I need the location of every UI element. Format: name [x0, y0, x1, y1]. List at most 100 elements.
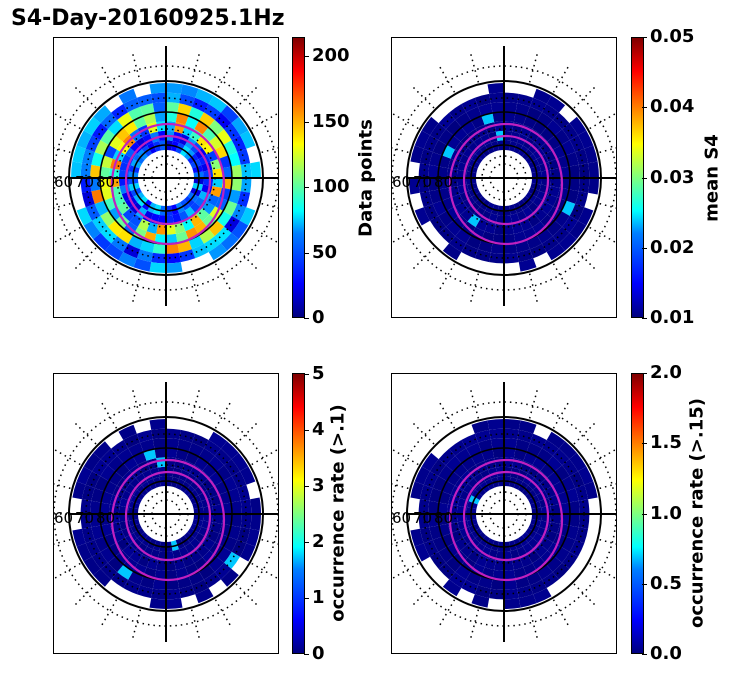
heatmap-cell	[445, 119, 462, 136]
heatmap-cell	[437, 514, 449, 526]
heatmap-cell	[231, 203, 247, 221]
meridian-line	[54, 202, 71, 209]
heatmap-cell	[149, 598, 166, 610]
heatmap-cell	[81, 527, 95, 544]
heatmap-cell	[578, 130, 594, 149]
heatmap-cell	[189, 464, 203, 478]
heatmap-cell	[504, 121, 514, 132]
heatmap-cell	[566, 488, 579, 503]
heatmap-cell	[117, 228, 133, 244]
heatmap-cell	[182, 218, 195, 232]
heatmap-cell	[520, 218, 533, 232]
heatmap-cell	[196, 208, 210, 222]
heatmap-cell	[480, 133, 492, 146]
heatmap-cell	[532, 456, 547, 471]
heatmap-cell	[512, 222, 524, 234]
meridian-line	[528, 54, 538, 83]
heatmap-cell	[194, 532, 207, 545]
heatmap-cell	[475, 218, 488, 232]
heatmap-cell	[203, 440, 221, 456]
heatmap-cell	[83, 220, 101, 240]
heatmap-cell	[504, 438, 518, 449]
heatmap-cell	[136, 585, 153, 599]
heatmap-cell	[152, 579, 166, 590]
colorbar-tick: 4	[304, 419, 325, 440]
heatmap-cell	[537, 112, 553, 128]
heatmap-cell	[199, 448, 215, 464]
meridian-line	[573, 583, 596, 606]
meridian-line	[470, 609, 480, 638]
heatmap-cell	[430, 551, 446, 569]
heatmap-cell	[492, 447, 504, 459]
heatmap-cell	[512, 558, 524, 570]
auroral-oval-outer	[110, 458, 226, 582]
heatmap-cell	[473, 473, 486, 486]
heatmap-cell	[569, 539, 585, 557]
latitude-label: 80	[96, 509, 115, 527]
heatmap-cell	[534, 544, 548, 558]
heatmap-cell	[494, 224, 504, 235]
heatmap-cell	[474, 249, 491, 263]
heatmap-cell	[100, 547, 116, 563]
heatmap-cell	[414, 207, 430, 226]
heatmap-cell	[438, 562, 456, 580]
meridian-line	[470, 390, 480, 419]
colorbar-tick: 0.0	[642, 643, 682, 664]
heatmap-cell	[540, 141, 554, 155]
heatmap-cell	[196, 470, 210, 484]
colorbar-tick: 3	[304, 475, 325, 496]
heatmap-cell	[463, 483, 476, 496]
heatmap-cell	[231, 452, 249, 472]
heatmap-cell	[554, 547, 570, 563]
heatmap-cell	[445, 220, 462, 237]
heatmap-cell	[179, 585, 196, 599]
latitude-label: 70	[413, 509, 432, 527]
heatmap-cell	[471, 594, 490, 608]
heatmap-cell	[461, 120, 476, 135]
heatmap-cell	[250, 161, 262, 178]
heatmap-cell	[140, 240, 155, 253]
heatmap-cell	[70, 161, 82, 178]
heatmap-cell	[116, 537, 130, 551]
meridian-line	[54, 113, 81, 130]
heatmap-cell	[118, 88, 137, 104]
meridian-line	[54, 538, 71, 545]
heatmap-cell	[116, 201, 130, 215]
heatmap-cell	[100, 129, 116, 145]
heatmap-cell	[118, 424, 137, 440]
heatmap-cell	[237, 191, 251, 208]
heatmap-cell	[179, 249, 196, 263]
heatmap-cell	[177, 103, 192, 116]
heatmap-cell	[546, 556, 563, 573]
meridian-line	[74, 422, 97, 445]
heatmap-cell	[231, 500, 242, 514]
heatmap-cell	[481, 448, 495, 461]
meridian-line	[470, 54, 480, 83]
heatmap-cell	[529, 97, 547, 113]
heatmap-cell	[208, 431, 228, 449]
meridian-line	[74, 583, 97, 606]
heatmap-cell	[76, 543, 92, 562]
heatmap-cell	[224, 551, 240, 569]
heatmap-cell	[81, 191, 95, 208]
heatmap-cell	[237, 148, 251, 165]
heatmap-cell	[460, 544, 474, 558]
heatmap-cell	[100, 448, 118, 466]
meridian-line	[190, 390, 200, 419]
heatmap-cell	[437, 166, 449, 178]
meridian-line	[392, 538, 409, 545]
heatmap-cell	[194, 196, 207, 209]
heatmap-cell	[428, 500, 439, 514]
meridian-line	[132, 54, 142, 83]
meridian-line	[214, 263, 231, 290]
heatmap-cell	[83, 556, 101, 576]
heatmap-cell	[231, 164, 242, 178]
heatmap-cell	[428, 514, 439, 528]
heatmap-cell	[123, 120, 138, 135]
meridian-line	[412, 86, 435, 109]
heatmap-cell	[80, 499, 92, 514]
heatmap-cell	[166, 102, 180, 113]
heatmap-cell	[240, 466, 256, 485]
heatmap-cell	[100, 112, 118, 130]
heatmap-cell	[250, 514, 262, 531]
